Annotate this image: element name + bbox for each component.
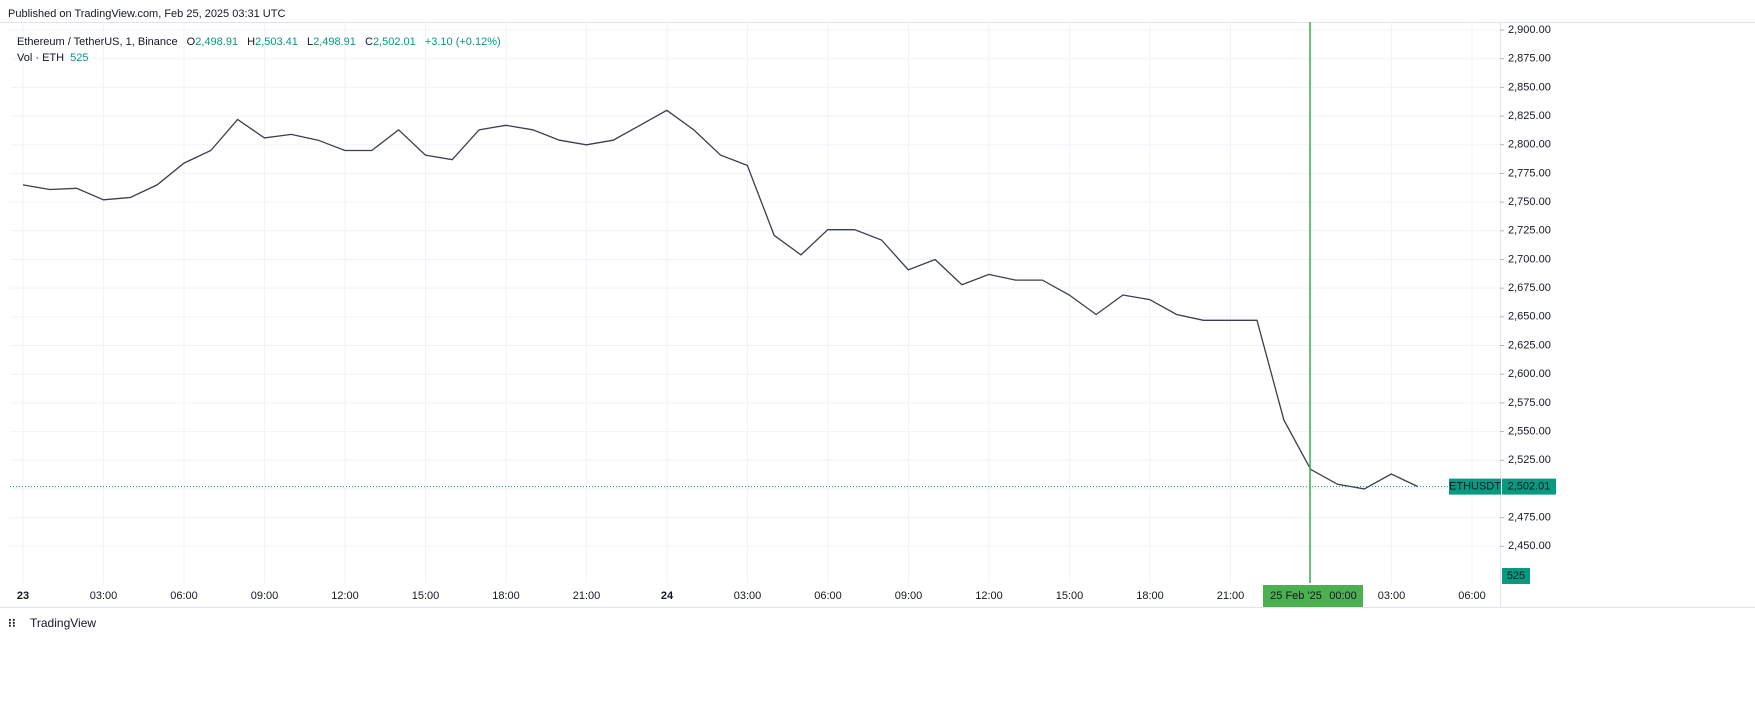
- y-tick-label: 2,625.00: [1508, 339, 1551, 351]
- y-tick-label: 2,875.00: [1508, 53, 1551, 65]
- series-name: Ethereum / TetherUS, 1, Binance: [17, 36, 178, 48]
- y-tick-label: 2,775.00: [1508, 167, 1551, 179]
- x-tick-label: 24: [661, 590, 674, 602]
- divider: [0, 22, 1755, 23]
- low: 2,498.91: [313, 36, 356, 48]
- y-tick-label: 2,575.00: [1508, 397, 1551, 409]
- y-tick-label: 2,600.00: [1508, 368, 1551, 380]
- logo: ⁝⁝: [8, 616, 16, 630]
- y-tick-label: 2,650.00: [1508, 311, 1551, 323]
- y-tick-label: 2,700.00: [1508, 253, 1551, 265]
- x-tick-label: 03:00: [90, 590, 118, 602]
- x-tick-label: 15:00: [1056, 590, 1084, 602]
- h-key: H: [247, 36, 255, 48]
- symbol-name: ETHUSDT: [1449, 481, 1501, 493]
- x-tick-label: 23: [17, 590, 29, 602]
- l-key: L: [307, 36, 313, 48]
- y-tick-label: 2,725.00: [1508, 225, 1551, 237]
- price-tag: [1502, 478, 1556, 495]
- x-tick-label: 12:00: [975, 590, 1003, 602]
- footer: TradingView: [30, 616, 96, 630]
- price-line: [22, 109, 1419, 490]
- axis-border: [1500, 22, 1501, 607]
- x-tick-label: 03:00: [734, 590, 762, 602]
- x-tick-label: 18:00: [492, 590, 520, 602]
- x-tick-label: 15:00: [412, 590, 440, 602]
- x-tick-label: 06:00: [1458, 590, 1486, 602]
- volume: 525: [70, 52, 88, 64]
- x-tick-label: 06:00: [170, 590, 198, 602]
- legend-line: Ethereum / TetherUS, 1, Binance O2,498.9…: [17, 36, 501, 48]
- x-tick-label: 18:00: [1136, 590, 1164, 602]
- x-tick-label: 21:00: [573, 590, 601, 602]
- o-key: O: [187, 36, 196, 48]
- y-tick-label: 2,675.00: [1508, 282, 1551, 294]
- y-tick-label: 2,475.00: [1508, 512, 1551, 524]
- c-key: C: [365, 36, 373, 48]
- x-tick-label: 09:00: [895, 590, 923, 602]
- y-tick-label: 2,850.00: [1508, 81, 1551, 93]
- high: 2,503.41: [255, 36, 298, 48]
- x-tick-label: 03:00: [1378, 590, 1406, 602]
- divider: [0, 607, 1755, 608]
- crosshair-date: 25 Feb '25: [1270, 590, 1322, 602]
- y-tick-label: 2,900.00: [1508, 24, 1551, 36]
- volume-tag: [1502, 568, 1530, 584]
- volume-name: Vol · ETH: [17, 52, 64, 64]
- y-tick-label: 2,525.00: [1508, 454, 1551, 466]
- symbol-tag: [1449, 478, 1501, 495]
- crosshair-tag: [1263, 585, 1363, 607]
- price-label: 2,502.01: [1508, 481, 1551, 493]
- crosshair-time: 00:00: [1329, 590, 1357, 602]
- close: 2,502.01: [373, 36, 416, 48]
- y-tick-label: 2,450.00: [1508, 540, 1551, 552]
- y-tick-label: 2,550.00: [1508, 425, 1551, 437]
- header: Published on TradingView.com, Feb 25, 20…: [8, 8, 285, 20]
- change: +3.10 (+0.12%): [425, 36, 501, 48]
- x-tick-label: 09:00: [251, 590, 279, 602]
- y-tick-label: 2,750.00: [1508, 196, 1551, 208]
- x-tick-label: 21:00: [1217, 590, 1245, 602]
- volume-label: 525: [1507, 570, 1525, 582]
- y-tick-label: 2,825.00: [1508, 110, 1551, 122]
- open: 2,498.91: [195, 36, 238, 48]
- x-tick-label: 12:00: [331, 590, 359, 602]
- y-tick-label: 2,800.00: [1508, 139, 1551, 151]
- volume-line: Vol · ETH 525: [17, 52, 88, 64]
- legend: Ethereum / TetherUS, 1, Binance O2,498.9…: [17, 36, 501, 64]
- x-tick-label: 06:00: [814, 590, 842, 602]
